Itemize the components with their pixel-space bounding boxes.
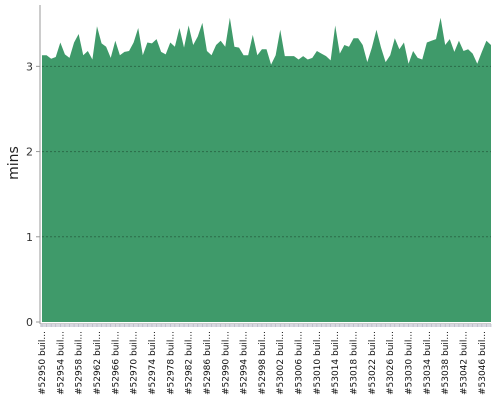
x-tick-label: #52954 buil... bbox=[56, 331, 66, 395]
x-tick-label: #52978 buil... bbox=[166, 331, 176, 395]
x-axis-ticks: #52950 buil... #52954 buil... #52958 buil.… bbox=[38, 331, 488, 395]
area-series bbox=[42, 17, 491, 323]
x-tick-label: #52962 buil... bbox=[93, 331, 103, 395]
x-tick-label: #52974 buil... bbox=[148, 331, 158, 395]
x-tick-label: #53014 buil... bbox=[331, 331, 341, 395]
x-tick-label: #53022 buil... bbox=[368, 331, 378, 395]
y-axis-label: mins bbox=[6, 146, 22, 180]
x-tick-label: #52970 buil... bbox=[130, 331, 140, 395]
y-tick-label: 2 bbox=[26, 146, 33, 159]
x-tick-label: #52994 buil... bbox=[240, 331, 250, 395]
x-tick-label: #53030 buil... bbox=[405, 331, 415, 395]
x-tick-label: #52998 buil... bbox=[258, 331, 268, 395]
x-tick-label: #52990 buil... bbox=[221, 331, 231, 395]
grid-lines bbox=[42, 65, 491, 238]
x-tick-label: #52982 buil... bbox=[185, 331, 195, 395]
x-tick-label: #53018 buil... bbox=[350, 331, 360, 395]
area-fill bbox=[42, 17, 491, 323]
x-tick-label: #53046 buil... bbox=[478, 331, 488, 395]
x-tick-label: #53038 buil... bbox=[441, 331, 451, 395]
y-axis-ticks: 0 1 2 3 bbox=[26, 60, 40, 329]
x-tick-label: #52966 buil... bbox=[111, 331, 121, 395]
y-tick-label: 3 bbox=[26, 60, 33, 73]
x-tick-label: #52958 buil... bbox=[75, 331, 85, 395]
x-tick-label: #53042 buil... bbox=[460, 331, 470, 395]
x-tick-label: #53010 buil... bbox=[313, 331, 323, 395]
x-tick-label: #53006 buil... bbox=[295, 331, 305, 395]
x-tick-label: #53034 buil... bbox=[423, 331, 433, 395]
y-tick-label: 0 bbox=[26, 316, 33, 329]
x-axis-ruler bbox=[40, 324, 491, 327]
x-tick-label: #53026 buil... bbox=[386, 331, 396, 395]
axes bbox=[39, 5, 492, 327]
x-tick-label: #52950 buil... bbox=[38, 331, 48, 395]
x-tick-label: #53002 buil... bbox=[276, 331, 286, 395]
y-tick-label: 1 bbox=[26, 231, 33, 244]
x-tick-label: #52986 buil... bbox=[203, 331, 213, 395]
